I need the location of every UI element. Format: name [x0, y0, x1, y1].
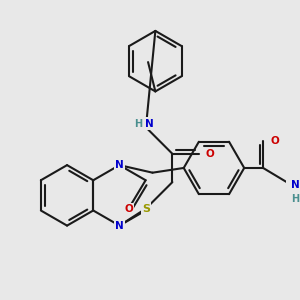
Text: H: H	[134, 118, 142, 128]
Text: N: N	[145, 118, 154, 128]
Text: O: O	[206, 149, 214, 159]
Text: N: N	[115, 220, 124, 231]
Text: O: O	[124, 204, 133, 214]
Text: S: S	[142, 204, 150, 214]
Text: O: O	[270, 136, 279, 146]
Text: N: N	[115, 160, 124, 170]
Text: N: N	[291, 180, 300, 190]
Text: H: H	[291, 194, 299, 204]
